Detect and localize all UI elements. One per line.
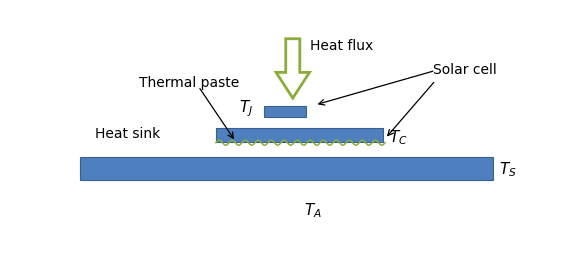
Text: $T_A$: $T_A$ [304,201,321,220]
Text: $T_C$: $T_C$ [390,128,408,147]
Bar [79,158,493,180]
Bar [264,106,306,117]
Text: Solar cell: Solar cell [433,62,497,77]
Bar [216,128,383,142]
Text: $T_S$: $T_S$ [500,160,517,179]
Text: Heat flux: Heat flux [310,39,374,53]
Text: Heat sink: Heat sink [95,127,160,141]
Text: Thermal paste: Thermal paste [139,76,240,90]
Text: $T_J$: $T_J$ [239,99,253,119]
Polygon shape [276,39,310,98]
